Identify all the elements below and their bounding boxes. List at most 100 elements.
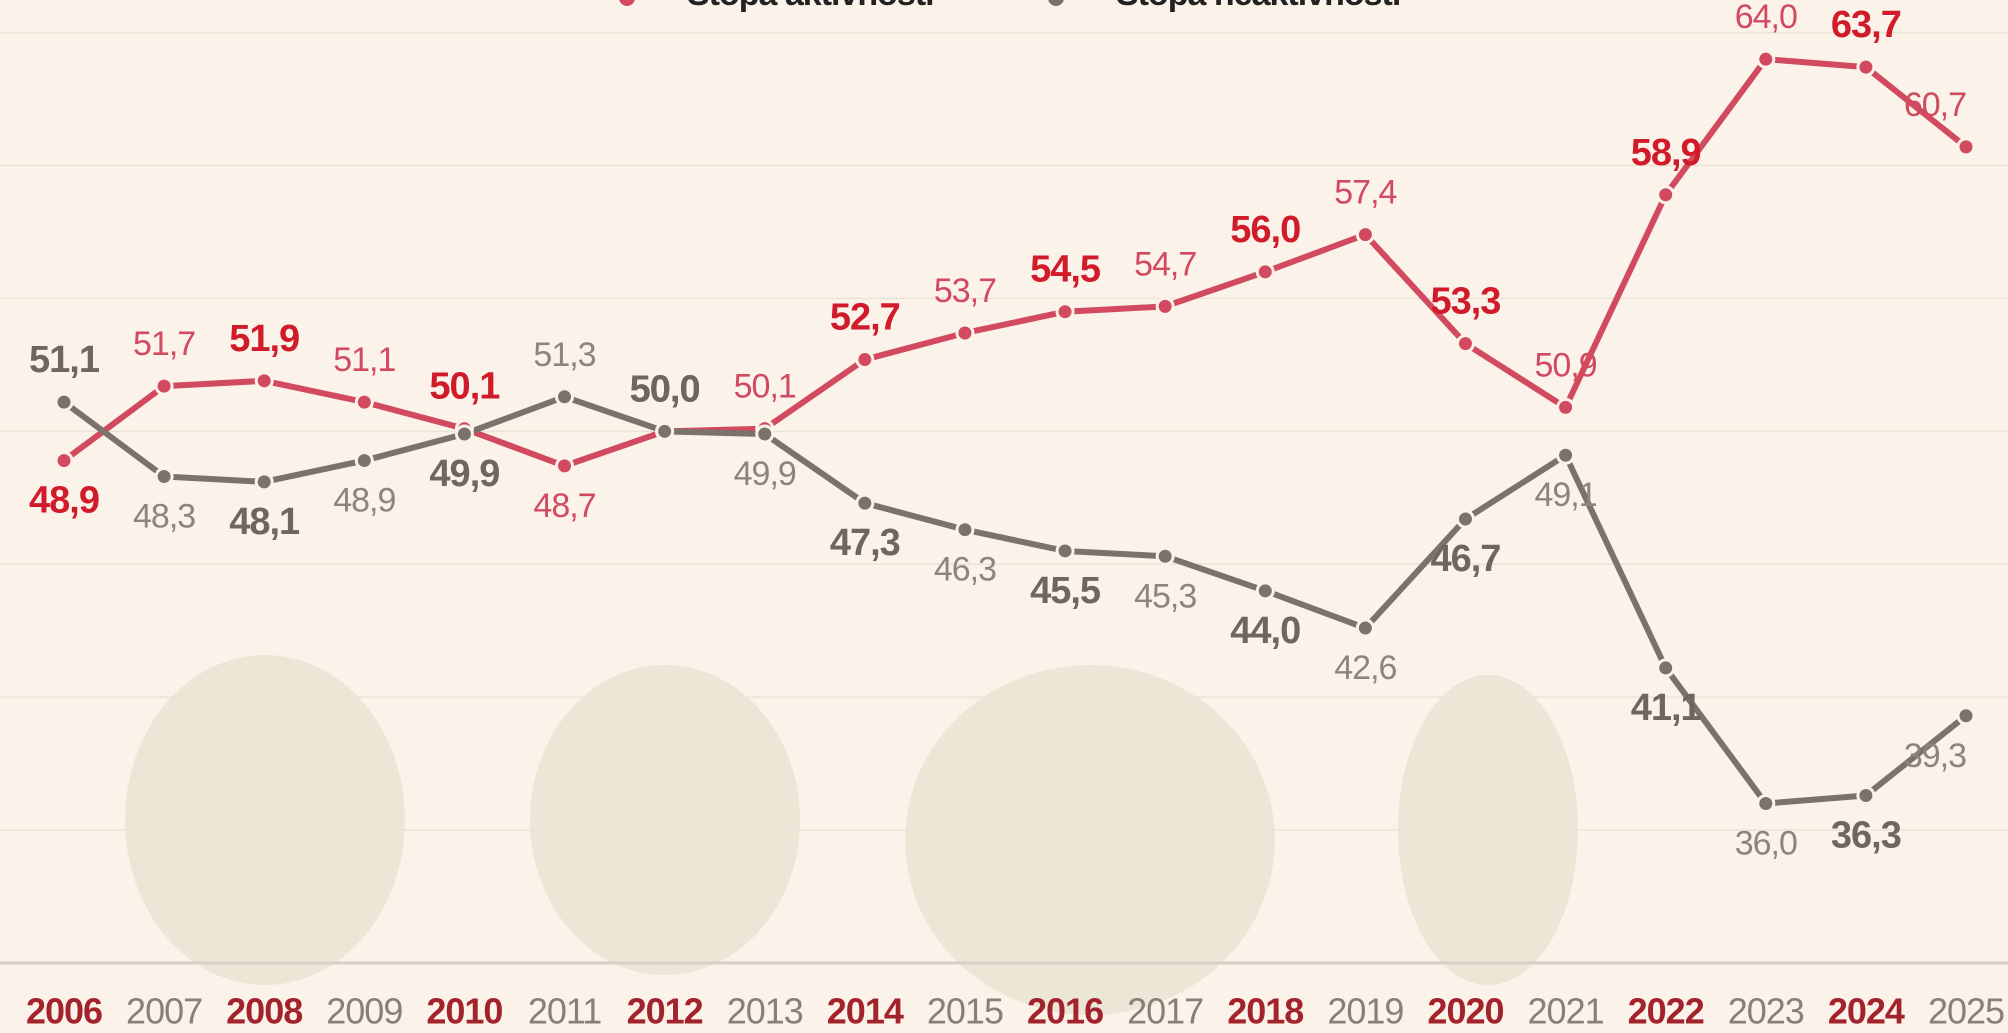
- point: [857, 495, 873, 511]
- data-label: 50,1: [429, 366, 500, 408]
- point: [1057, 543, 1073, 559]
- data-label: 46,3: [934, 551, 996, 589]
- point: [1257, 583, 1273, 599]
- data-label: 48,9: [29, 480, 99, 522]
- data-label: 49,1: [1534, 476, 1596, 514]
- data-label: 51,9: [229, 318, 299, 360]
- x-tick-label: 2023: [1728, 991, 1804, 1032]
- point: [1357, 620, 1373, 636]
- data-label: 60,7: [1904, 86, 1966, 124]
- point: [1758, 796, 1774, 812]
- data-label: 44,0: [1230, 610, 1300, 652]
- data-label: 53,7: [934, 272, 996, 310]
- point: [1157, 548, 1173, 564]
- data-label: 57,4: [1334, 174, 1396, 212]
- data-label: 54,5: [1030, 249, 1101, 291]
- illustrations: [125, 655, 1578, 1015]
- x-tick-label: 2021: [1528, 991, 1604, 1032]
- data-label: 49,9: [734, 455, 796, 493]
- point: [156, 469, 172, 485]
- legend-marker: [1048, 0, 1064, 6]
- point: [1257, 264, 1273, 280]
- x-tick-label: 2011: [528, 991, 601, 1032]
- point: [356, 453, 372, 469]
- point: [1658, 660, 1674, 676]
- x-tick-label: 2018: [1227, 991, 1303, 1032]
- x-tick-label: 2008: [226, 991, 302, 1032]
- data-label: 58,9: [1631, 132, 1701, 174]
- data-label: 42,6: [1334, 649, 1396, 687]
- data-label: 36,0: [1735, 824, 1797, 862]
- x-tick-label: 2014: [827, 991, 904, 1032]
- data-label: 51,1: [333, 341, 395, 379]
- point: [857, 352, 873, 368]
- data-label: 52,7: [830, 297, 900, 339]
- chart: 2006 2007 2008 2009 2010 2011 2012 2013 2014 2015…: [0, 0, 2008, 1033]
- x-tick-label: 2012: [627, 991, 703, 1032]
- data-label: 51,1: [29, 339, 100, 381]
- x-tick-label: 2019: [1327, 991, 1403, 1032]
- line: [64, 59, 1966, 466]
- legend-label: Stopa aktivnosti: [687, 0, 934, 13]
- x-tick-label: 2025: [1928, 991, 2004, 1032]
- point: [456, 426, 472, 442]
- point: [1858, 788, 1874, 804]
- data-label: 64,0: [1735, 0, 1797, 36]
- point: [356, 394, 372, 410]
- data-label: 50,9: [1534, 346, 1596, 384]
- data-label: 56,0: [1230, 209, 1300, 251]
- data-label: 54,7: [1134, 245, 1196, 283]
- point: [557, 458, 573, 474]
- data-label: 50,1: [734, 368, 796, 406]
- point: [1357, 227, 1373, 243]
- point: [557, 389, 573, 405]
- point: [256, 474, 272, 490]
- x-tick-label: 2020: [1427, 991, 1503, 1032]
- data-label: 45,5: [1030, 570, 1101, 612]
- data-label: 36,3: [1831, 815, 1901, 857]
- point: [1758, 51, 1774, 67]
- data-label: 53,3: [1430, 281, 1500, 323]
- point: [1558, 399, 1574, 415]
- legend-marker: [619, 0, 635, 6]
- x-tick-label: 2006: [26, 991, 102, 1032]
- point: [1057, 304, 1073, 320]
- data-label: 63,7: [1831, 4, 1901, 46]
- point: [1157, 298, 1173, 314]
- point: [56, 394, 72, 410]
- point: [757, 426, 773, 442]
- point: [1958, 139, 1974, 155]
- point: [56, 453, 72, 469]
- point: [1958, 708, 1974, 724]
- data-label: 49,9: [429, 453, 499, 495]
- point: [957, 522, 973, 538]
- point: [156, 378, 172, 394]
- data-label: 51,3: [533, 336, 595, 374]
- x-tick-label: 2015: [927, 991, 1003, 1032]
- data-label: 45,3: [1134, 577, 1196, 615]
- point: [657, 423, 673, 439]
- data-label: 50,0: [630, 368, 700, 410]
- x-tick-label: 2016: [1027, 991, 1103, 1032]
- x-tick-label: 2022: [1628, 991, 1704, 1032]
- data-label: 46,7: [1430, 538, 1500, 580]
- x-tick-label: 2017: [1127, 991, 1203, 1032]
- point: [957, 325, 973, 341]
- x-tick-label: 2013: [727, 991, 803, 1032]
- data-label: 48,1: [229, 501, 300, 543]
- point: [1457, 336, 1473, 352]
- x-tick-label: 2007: [126, 991, 202, 1032]
- point: [1858, 59, 1874, 75]
- data-label: 48,3: [133, 498, 195, 536]
- data-label: 41,1: [1631, 687, 1702, 729]
- data-label: 39,3: [1904, 737, 1966, 775]
- data-label: 47,3: [830, 522, 900, 564]
- x-tick-label: 2009: [326, 991, 402, 1032]
- data-label: 51,7: [133, 325, 195, 363]
- x-tick-label: 2010: [426, 991, 502, 1032]
- point: [1457, 511, 1473, 527]
- point: [256, 373, 272, 389]
- point: [1558, 447, 1574, 463]
- point: [1658, 187, 1674, 203]
- x-tick-label: 2024: [1828, 991, 1905, 1032]
